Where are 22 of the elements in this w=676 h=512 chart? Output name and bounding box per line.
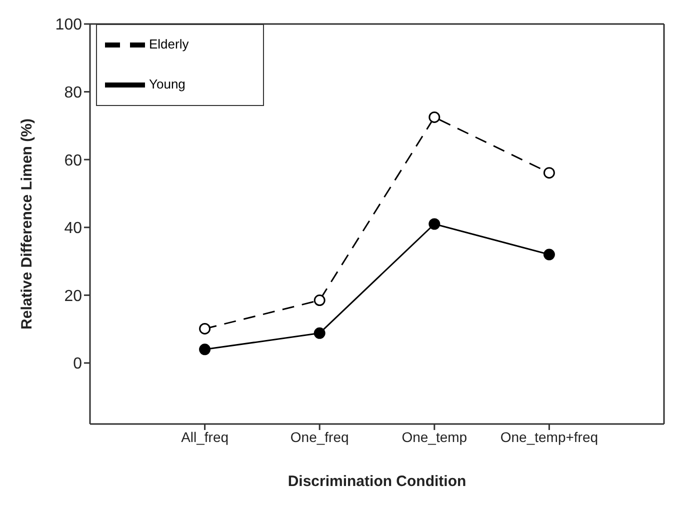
- legend-label: Young: [149, 76, 186, 92]
- legend-label: Elderly: [149, 36, 189, 52]
- y-tick-label: 40: [64, 220, 82, 238]
- point: [199, 344, 211, 356]
- point: [428, 111, 440, 123]
- x-tick-label: All_freq: [181, 428, 229, 445]
- x-tick-label: One_freq: [290, 428, 349, 445]
- y-tick-label: 100: [55, 16, 82, 34]
- point: [543, 167, 555, 179]
- x-tick-label: One_temp: [402, 428, 468, 445]
- point: [199, 322, 211, 334]
- y-tick-label: 60: [64, 152, 82, 170]
- point: [314, 327, 326, 339]
- x-axis-title: Discrimination Condition: [288, 473, 466, 490]
- y-tick-label: 80: [64, 84, 82, 102]
- point: [314, 294, 326, 306]
- x-tick-label: One_temp+freq: [500, 428, 598, 445]
- point: [428, 218, 440, 230]
- y-axis-title: Relative Difference Limen (%): [18, 118, 36, 330]
- y-tick-label: 20: [64, 288, 82, 305]
- point: [543, 248, 555, 260]
- y-tick-label: 0: [73, 356, 82, 373]
